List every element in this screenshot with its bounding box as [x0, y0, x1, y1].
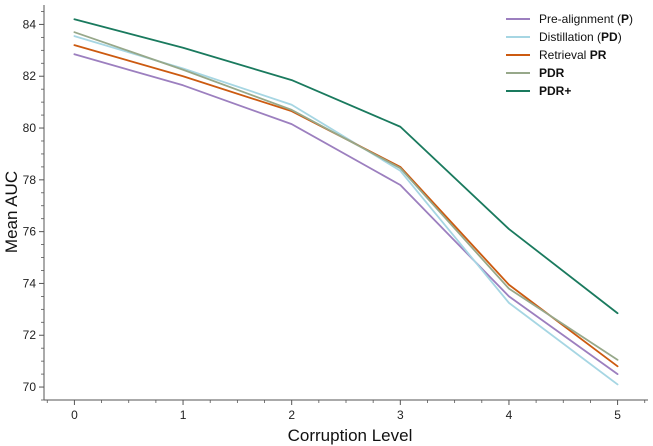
y-tick-label: 78 — [23, 173, 37, 187]
series-line — [73, 31, 619, 361]
legend: Pre-alignment (P) Distillation (PD) Retrie… — [506, 12, 633, 98]
x-tick-label: 0 — [71, 408, 78, 422]
axes: 70 72 74 76 78 80 82 84 0 1 2 3 4 5 — [23, 5, 648, 422]
x-tick-label: 4 — [506, 408, 513, 422]
legend-entry-label: PDR — [539, 66, 565, 80]
y-tick-label: 70 — [23, 380, 37, 394]
y-tick-label: 74 — [23, 276, 37, 290]
x-tick-label: 3 — [397, 408, 404, 422]
legend-entry-label: Distillation (PD) — [539, 30, 622, 44]
series-lines — [73, 18, 619, 386]
x-tick-label: 5 — [614, 408, 621, 422]
y-tick-label: 80 — [23, 121, 37, 135]
y-tick-label: 82 — [23, 69, 37, 83]
x-axis-title: Corruption Level — [288, 426, 413, 445]
series-line — [73, 53, 619, 376]
x-tick-label: 2 — [288, 408, 295, 422]
series-line — [73, 18, 619, 315]
legend-entry-label: Retrieval PR — [539, 48, 607, 62]
legend-entry-label: Pre-alignment (P) — [539, 12, 633, 26]
legend-entry-label: PDR+ — [539, 84, 571, 98]
y-axis-title: Mean AUC — [2, 171, 21, 253]
x-tick-label: 1 — [180, 408, 187, 422]
y-tick-label: 84 — [23, 17, 37, 31]
y-tick-label: 72 — [23, 328, 37, 342]
y-tick-label: 76 — [23, 225, 37, 239]
